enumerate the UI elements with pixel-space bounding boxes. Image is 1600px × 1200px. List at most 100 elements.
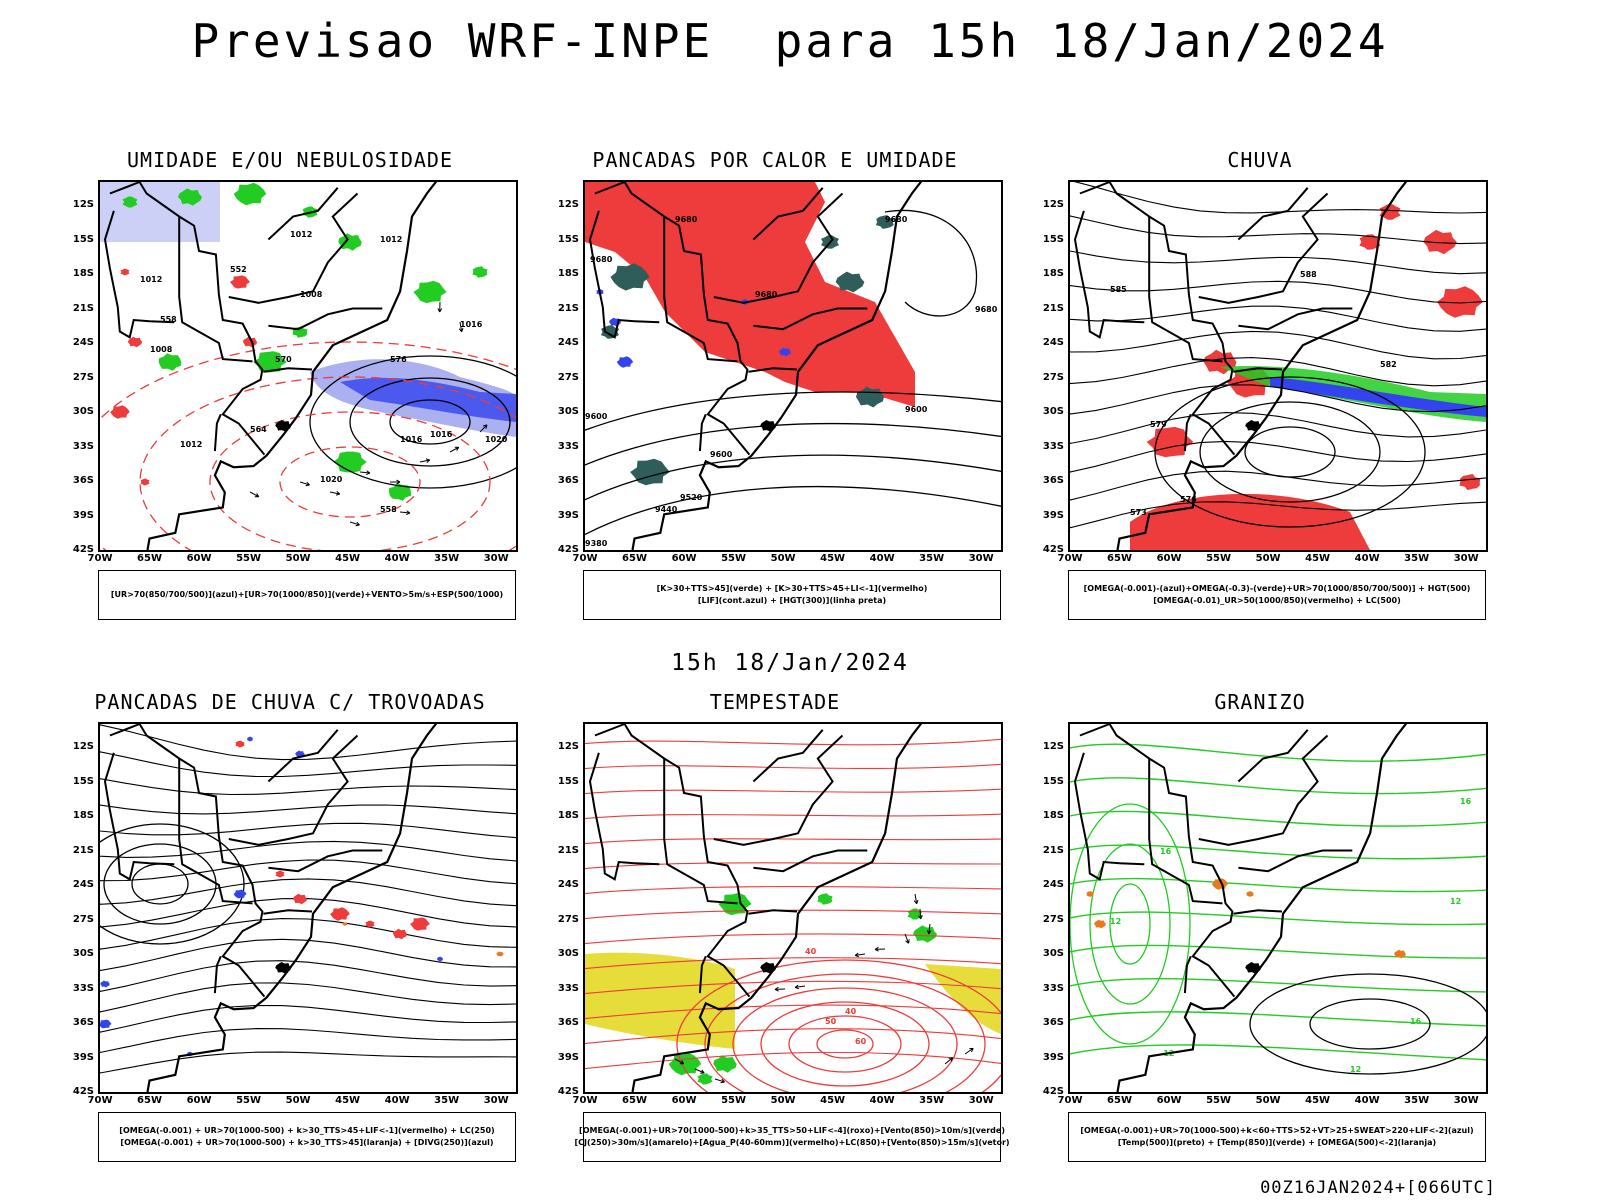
streamline <box>100 822 516 839</box>
field-patch <box>292 893 308 905</box>
temp850-contour <box>1070 944 1486 959</box>
lagoa-dos-patos <box>1245 962 1262 974</box>
streamline <box>100 1004 516 1033</box>
border-line <box>698 413 707 452</box>
contour-line <box>209 411 491 550</box>
contour-label: 9680 <box>975 305 998 314</box>
lon-tick-label: 65W <box>137 553 162 564</box>
lon-tick-label: 40W <box>384 1095 410 1106</box>
streamline <box>1070 330 1486 360</box>
height-contour <box>585 391 1001 431</box>
border-line <box>263 909 313 915</box>
lc-contour <box>585 862 1001 870</box>
contour-label: 573 <box>1130 508 1147 517</box>
lat-tick-label: 15S <box>72 775 94 787</box>
wind-vector <box>359 470 371 476</box>
lc-contour <box>585 838 1001 845</box>
streamline <box>1070 357 1486 387</box>
contour-label: 16 <box>1460 797 1472 806</box>
contour-line <box>1309 998 1431 1050</box>
lon-tick-label: 60W <box>671 1095 697 1106</box>
border-line <box>213 955 222 994</box>
lat-tick-label: 27S <box>1042 371 1064 383</box>
jet-area <box>585 952 735 1049</box>
lon-tick-label: 30W <box>968 1095 994 1106</box>
contour-line <box>1109 883 1151 965</box>
lat-tick-label: 33S <box>72 440 94 452</box>
lat-axis: 12S 15S 18S 21S 24S 27S 30S 33S 36S 39S 42S <box>60 722 96 1097</box>
lat-tick-label: 18S <box>1042 810 1064 821</box>
temp850-contour <box>1070 877 1486 893</box>
lat-tick-label: 42S <box>557 544 579 555</box>
lon-tick-label: 45W <box>335 1095 361 1106</box>
lat-tick-label: 15S <box>557 775 579 787</box>
temp850-contour <box>1070 777 1486 795</box>
streamline <box>100 960 516 992</box>
wind-vector <box>913 893 919 905</box>
panel-chuva: CHUVA 588 585 582 579 576 573 12S 15S 18S 21S 24S 27… <box>1043 148 1530 648</box>
lc-contour <box>585 763 1001 770</box>
map-svg: 588 585 582 579 576 573 <box>1070 182 1486 550</box>
lon-tick-label: 30W <box>968 553 994 564</box>
field-patch <box>1423 229 1457 255</box>
contour-line <box>760 1001 930 1087</box>
lat-axis: 12S 15S 18S 21S 24S 27S 30S 33S 36S 39S 42S <box>545 180 581 555</box>
contour-label: 9520 <box>680 493 703 502</box>
streamline <box>1070 215 1486 245</box>
contour-label: 12 <box>1350 1065 1361 1074</box>
lon-axis: 70W 65W 60W 55W 50W 45W 40W 35W 30W <box>1058 553 1488 567</box>
lat-tick-label: 21S <box>557 302 579 314</box>
panel-pancadas-calor: PANCADAS POR CALOR E UMIDADE 9680 9680 9680… <box>558 148 1045 648</box>
lat-tick-label: 24S <box>72 337 94 348</box>
legend-box: [K>30+TTS>45](verde) + [K>30+TTS>45+LI<-… <box>583 570 1001 620</box>
map-svg: 9680968096809680968096009600960095209440… <box>585 182 1001 550</box>
omega-blue <box>1270 377 1486 417</box>
contour-line <box>816 1029 874 1059</box>
field-patch <box>388 483 412 501</box>
contour-label: 1012 <box>290 230 312 239</box>
lagoa-dos-patos <box>760 962 777 974</box>
lat-tick-label: 30S <box>1042 406 1064 417</box>
lc-contour <box>585 1028 1001 1045</box>
lon-tick-label: 60W <box>186 553 212 564</box>
streamline <box>100 898 516 928</box>
lon-axis: 70W 65W 60W 55W 50W 45W 40W 35W 30W <box>1058 1095 1488 1109</box>
lon-axis: 70W 65W 60W 55W 50W 45W 40W 35W 30W <box>88 553 518 567</box>
contour-line <box>732 987 958 1092</box>
lon-tick-label: 65W <box>1107 553 1132 564</box>
contour-label: 40 <box>805 947 817 956</box>
temp850-contour <box>1070 1044 1486 1061</box>
wind-vector <box>674 1058 685 1065</box>
legend-line: [OMEGA(-0.001)-(azul)+OMEGA(-0.3)-(verde… <box>1083 584 1471 593</box>
lon-axis: 70W 65W 60W 55W 50W 45W 40W 35W 30W <box>573 553 1003 567</box>
field-patch <box>913 925 937 943</box>
contour-label: 9680 <box>755 290 778 299</box>
lon-tick-label: 55W <box>1206 553 1232 564</box>
height-contour <box>585 454 1001 501</box>
instability-area <box>585 182 915 407</box>
wind-vector <box>390 479 401 485</box>
border-line <box>178 758 253 905</box>
lon-tick-label: 40W <box>1354 1095 1380 1106</box>
streamline <box>100 778 516 796</box>
contour-label: 9440 <box>655 505 678 514</box>
contour-line <box>676 959 1001 1092</box>
lon-tick-label: 50W <box>1255 1095 1281 1106</box>
temp850-contour <box>1070 1011 1486 1027</box>
field-patch <box>610 263 650 291</box>
lat-tick-label: 39S <box>557 1051 579 1063</box>
contour-label: 50 <box>825 1017 837 1026</box>
streamline <box>100 1028 516 1054</box>
field-patch <box>365 920 375 928</box>
field-patch <box>668 1052 702 1076</box>
field-patch <box>122 196 138 208</box>
border-line <box>588 752 660 881</box>
lat-tick-label: 12S <box>72 741 94 752</box>
run-code: 00Z16JAN2024+[066UTC] <box>1260 1178 1496 1198</box>
wind-vector <box>349 521 360 527</box>
border-line <box>698 955 707 994</box>
contour-label: 570 <box>275 355 292 364</box>
field-patch <box>330 907 350 921</box>
lon-tick-label: 55W <box>236 1095 262 1106</box>
wind-vector <box>694 1068 705 1074</box>
